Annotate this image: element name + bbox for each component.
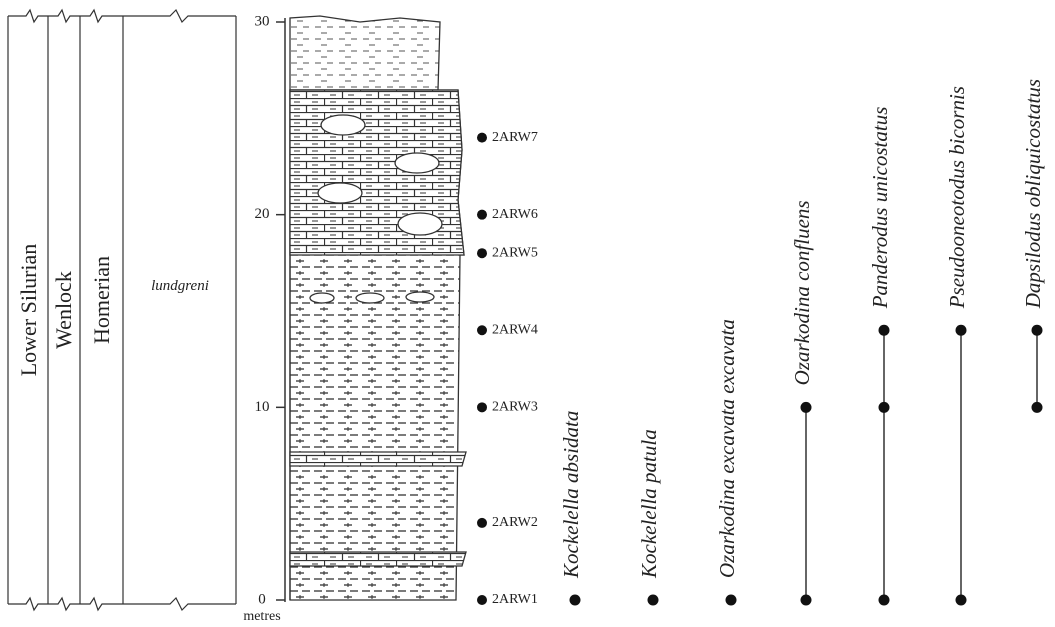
occurrence-point [878, 594, 890, 606]
taxon-name: Kockelella patula [637, 429, 661, 579]
scale-tick-label: 30 [255, 13, 270, 29]
sample-label: 2ARW1 [492, 592, 538, 607]
sample-point [477, 209, 487, 220]
sample-point [477, 325, 487, 336]
occurrence-point [569, 594, 581, 606]
sample-point [477, 402, 487, 413]
sample-point [477, 595, 487, 605]
sample-label: 2ARW5 [492, 245, 538, 260]
occurrence-point [955, 324, 967, 336]
taxon-name: Panderodus unicostatus [868, 107, 892, 310]
column-label: Lower Silurian [16, 244, 41, 377]
taxon-name: Dapsilodus obliquicostatus [1021, 79, 1045, 309]
sample-point [477, 248, 487, 259]
occurrence-point [1031, 401, 1043, 413]
occurrence-point [1031, 324, 1043, 336]
taxon-name: Kockelella absidata [559, 411, 583, 579]
taxon-name: Pseudooneotodus bicornis [945, 86, 969, 309]
column-label: lundgreni [151, 278, 209, 294]
occurrence-point [878, 401, 890, 413]
occurrence-point [955, 594, 967, 606]
scale-unit: metres [243, 609, 280, 624]
occurrence-point [878, 324, 890, 336]
column-label: Homerian [89, 256, 114, 344]
sample-point [477, 517, 487, 528]
sample-label: 2ARW7 [492, 130, 538, 145]
occurrence-point [725, 594, 737, 606]
lithology [289, 15, 467, 601]
occurrence-point [800, 401, 812, 413]
sample-label: 2ARW6 [492, 207, 538, 222]
scale-tick-label: 0 [258, 591, 266, 607]
taxon-name: Ozarkodina confluens [790, 200, 814, 385]
sample-label: 2ARW2 [492, 515, 538, 530]
sample-label: 2ARW3 [492, 400, 538, 415]
sample-label: 2ARW4 [492, 322, 538, 337]
occurrence-point [800, 594, 812, 606]
scale-tick-label: 10 [255, 399, 270, 415]
sample-point [477, 132, 487, 143]
occurrence-point [647, 594, 659, 606]
column-frame [7, 8, 237, 612]
column-label: Wenlock [51, 271, 76, 349]
scale-tick-label: 20 [255, 206, 270, 222]
taxon-name: Ozarkodina excavata excavata [715, 319, 739, 578]
